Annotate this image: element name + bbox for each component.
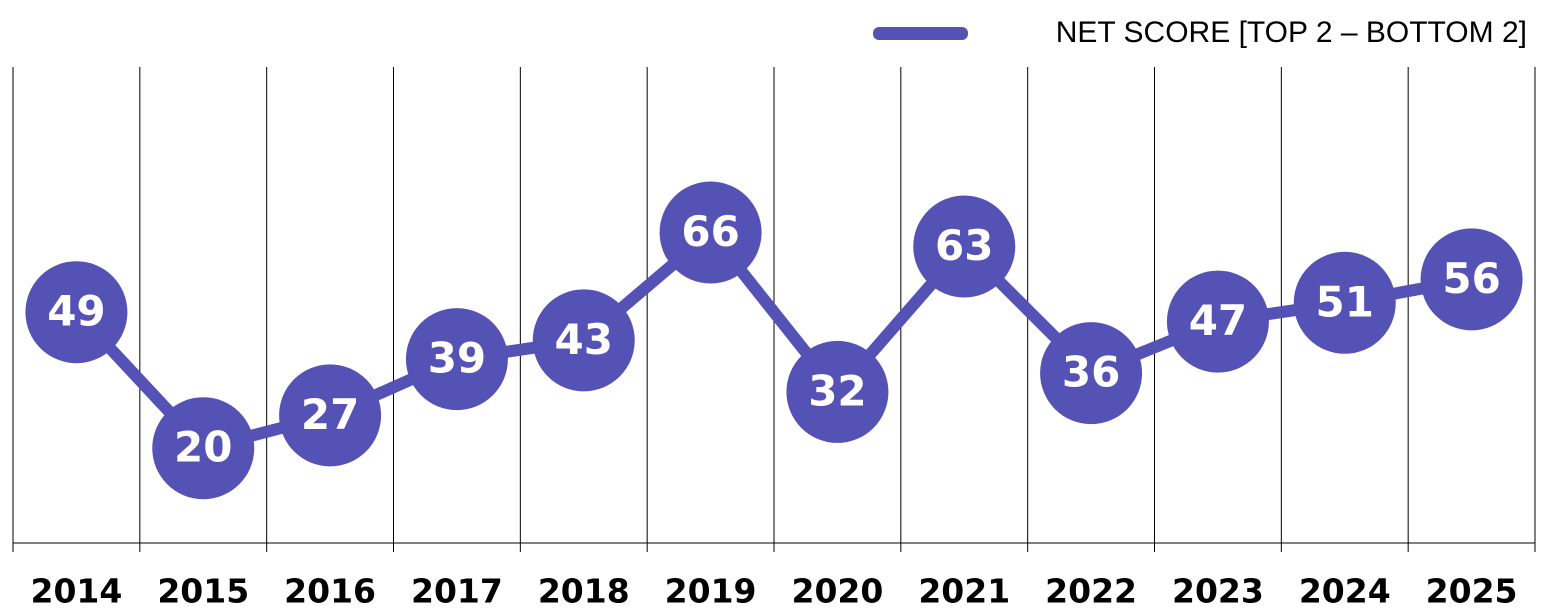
- value-label: 43: [555, 315, 613, 364]
- value-label: 51: [1316, 277, 1374, 326]
- marker: [659, 181, 762, 284]
- x-tick-label: 2015: [157, 572, 249, 609]
- marker: [786, 340, 889, 443]
- value-label: 49: [47, 287, 105, 336]
- marker: [25, 261, 128, 364]
- x-tick-label: 2025: [1426, 572, 1518, 609]
- x-tick-label: 2021: [918, 572, 1010, 609]
- x-tick-label: 2016: [284, 572, 376, 609]
- marker: [1166, 270, 1269, 373]
- marker: [913, 195, 1016, 298]
- x-tick-label: 2017: [411, 572, 503, 609]
- value-label: 63: [935, 221, 993, 270]
- value-label: 36: [1062, 348, 1120, 397]
- x-tick-label: 2014: [30, 572, 122, 609]
- marker: [152, 397, 255, 500]
- value-label: 27: [301, 390, 359, 439]
- legend-swatch: [873, 27, 968, 40]
- marker: [279, 364, 382, 467]
- x-tick-label: 2020: [791, 572, 883, 609]
- x-tick-label: 2022: [1045, 572, 1137, 609]
- marker: [1293, 251, 1396, 354]
- marker: [1040, 322, 1143, 425]
- value-label: 56: [1442, 254, 1500, 303]
- x-tick-label: 2019: [665, 572, 757, 609]
- x-tick-label: 2024: [1299, 572, 1391, 609]
- value-label: 47: [1189, 296, 1247, 345]
- value-label: 66: [681, 207, 739, 256]
- x-tick-label: 2018: [538, 572, 630, 609]
- x-tick-label: 2023: [1172, 572, 1264, 609]
- marker: [532, 289, 635, 392]
- legend-label: NET SCORE [TOP 2 – BOTTOM 2]: [1056, 16, 1527, 49]
- value-label: 20: [174, 423, 232, 472]
- value-label: 39: [428, 334, 486, 383]
- marker: [1420, 228, 1523, 331]
- marker: [405, 308, 508, 411]
- value-label: 32: [808, 366, 866, 415]
